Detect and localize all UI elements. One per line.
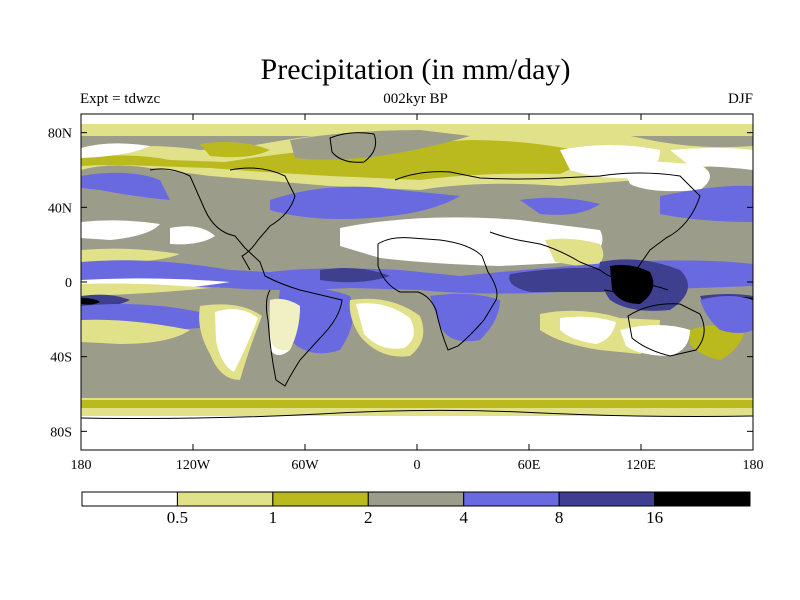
lon-tick-label: 60W	[291, 458, 319, 473]
colorbar-label: 4	[459, 508, 468, 527]
lat-tick-label: 80S	[50, 425, 72, 440]
experiment-label: Expt = tdwzc	[80, 91, 161, 107]
precipitation-field	[81, 114, 753, 450]
colorbar-label: 0.5	[167, 508, 188, 527]
lat-tick-label: 80N	[48, 127, 72, 142]
colorbar-box	[272, 491, 369, 507]
colorbar-box	[176, 491, 274, 507]
lat-tick-label: 40S	[50, 351, 72, 366]
lon-tick-label: 120E	[626, 458, 656, 473]
colorbar-box	[558, 491, 656, 507]
colorbar-label: 16	[646, 508, 663, 527]
lon-tick-label: 0	[414, 458, 421, 473]
lon-tick-label: 120W	[176, 458, 211, 473]
coastlines	[81, 132, 753, 419]
longitude-ticks: 180 120W 60W 0 60E 120E 180	[71, 114, 764, 473]
colorbar-box	[81, 491, 178, 507]
colorbar-label: 1	[269, 508, 278, 527]
colorbar-box	[367, 491, 465, 507]
lat-tick-label: 0	[65, 276, 72, 291]
latitude-ticks: 80N 40N 0 40S 80S	[48, 127, 753, 440]
lon-tick-label: 180	[71, 458, 92, 473]
plot-title: Precipitation (in mm/day)	[260, 53, 571, 86]
colorbar-box	[654, 491, 751, 507]
season-label: DJF	[727, 91, 753, 107]
time-label: 002kyr BP	[383, 91, 448, 107]
lon-tick-label: 180	[743, 458, 764, 473]
lat-tick-label: 40N	[48, 201, 72, 216]
colorbar-box	[463, 491, 560, 507]
lon-tick-label: 60E	[518, 458, 541, 473]
colorbar-label: 8	[555, 508, 564, 527]
colorbar-label: 2	[364, 508, 373, 527]
colorbar: 0.5 1 2 4 8 16	[81, 491, 751, 527]
